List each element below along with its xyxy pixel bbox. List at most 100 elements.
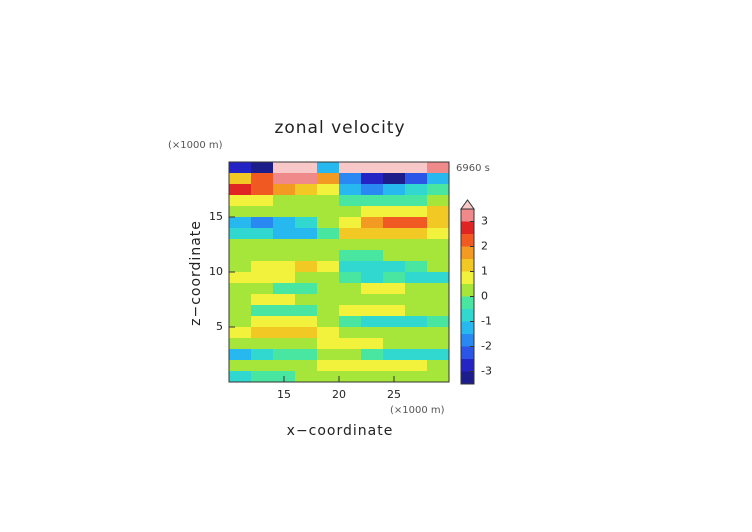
colorbar-band <box>461 296 474 309</box>
contour-cell <box>383 184 406 196</box>
contour-cell <box>339 360 362 372</box>
contour-cell <box>361 316 384 328</box>
contour-cell <box>383 305 406 317</box>
contour-cell <box>317 239 340 251</box>
contour-cell <box>251 349 274 361</box>
contour-cell <box>427 316 450 328</box>
contour-cell <box>251 206 274 218</box>
contour-cell <box>273 283 296 295</box>
contour-cell <box>405 195 428 207</box>
contour-cell <box>317 349 340 361</box>
contour-cell <box>295 283 318 295</box>
contour-cell <box>317 162 340 174</box>
contour-cell <box>427 173 450 185</box>
contour-cell <box>383 349 406 361</box>
contour-cell <box>361 195 384 207</box>
contour-cell <box>229 228 252 240</box>
colorbar-tick-label: -1 <box>481 315 492 328</box>
contour-cell <box>383 316 406 328</box>
contour-cell <box>427 338 450 350</box>
contour-cell <box>339 162 362 174</box>
contour-cell <box>339 327 362 339</box>
contour-cell <box>339 206 362 218</box>
contour-cell <box>295 173 318 185</box>
contour-cell <box>383 294 406 306</box>
contour-cell <box>405 283 428 295</box>
contour-cell <box>273 217 296 229</box>
contour-cell <box>427 349 450 361</box>
contour-field <box>229 162 450 383</box>
contour-cell <box>273 349 296 361</box>
contour-cell <box>229 261 252 273</box>
contour-cell <box>229 338 252 350</box>
contour-cell <box>251 239 274 251</box>
y-tick-label: 15 <box>209 210 223 223</box>
contour-cell <box>229 206 252 218</box>
contour-cell <box>427 360 450 372</box>
colorbar-tick-label: 1 <box>481 265 488 278</box>
contour-cell <box>295 228 318 240</box>
contour-cell <box>361 272 384 284</box>
contour-cell <box>361 305 384 317</box>
contour-cell <box>317 184 340 196</box>
contour-cell <box>427 162 450 174</box>
contour-cell <box>317 371 340 383</box>
contour-cell <box>339 239 362 251</box>
contour-cell <box>405 316 428 328</box>
contour-cell <box>295 360 318 372</box>
contour-cell <box>317 261 340 273</box>
contour-cell <box>405 338 428 350</box>
contour-cell <box>361 228 384 240</box>
contour-cell <box>361 184 384 196</box>
contour-cell <box>251 360 274 372</box>
contour-cell <box>229 360 252 372</box>
contour-cell <box>361 239 384 251</box>
contour-cell <box>427 327 450 339</box>
contour-cell <box>317 316 340 328</box>
contour-cell <box>405 327 428 339</box>
contour-cell <box>339 349 362 361</box>
contour-cell <box>405 371 428 383</box>
contour-cell <box>405 162 428 174</box>
contour-cell <box>317 283 340 295</box>
contour-cell <box>229 327 252 339</box>
y-tick-label: 5 <box>216 320 223 333</box>
contour-cell <box>405 206 428 218</box>
time-label: 6960 s <box>456 163 490 174</box>
contour-cell <box>339 272 362 284</box>
contour-cell <box>383 228 406 240</box>
contour-cell <box>427 371 450 383</box>
colorbar-tick-label: 2 <box>481 240 488 253</box>
contour-cell <box>273 338 296 350</box>
contour-cell <box>427 294 450 306</box>
contour-cell <box>251 261 274 273</box>
contour-cell <box>273 360 296 372</box>
contour-cell <box>229 349 252 361</box>
contour-cell <box>339 316 362 328</box>
contour-cell <box>383 239 406 251</box>
contour-cell <box>229 316 252 328</box>
contour-cell <box>295 206 318 218</box>
contour-cell <box>295 338 318 350</box>
contour-cell <box>251 327 274 339</box>
contour-cell <box>295 261 318 273</box>
contour-cell <box>405 294 428 306</box>
contour-cell <box>251 316 274 328</box>
contour-cell <box>273 305 296 317</box>
colorbar-band <box>461 359 474 372</box>
contour-cell <box>229 283 252 295</box>
contour-cell <box>427 195 450 207</box>
contour-cell <box>383 261 406 273</box>
contour-cell <box>383 195 406 207</box>
contour-cell <box>427 272 450 284</box>
contour-cell <box>405 261 428 273</box>
x-axis-label: x−coordinate <box>287 423 394 439</box>
contour-cell <box>229 305 252 317</box>
contour-cell <box>273 272 296 284</box>
contour-cell <box>427 261 450 273</box>
contour-cell <box>273 294 296 306</box>
contour-cell <box>405 272 428 284</box>
contour-cell <box>295 162 318 174</box>
contour-cell <box>317 206 340 218</box>
contour-cell <box>251 338 274 350</box>
